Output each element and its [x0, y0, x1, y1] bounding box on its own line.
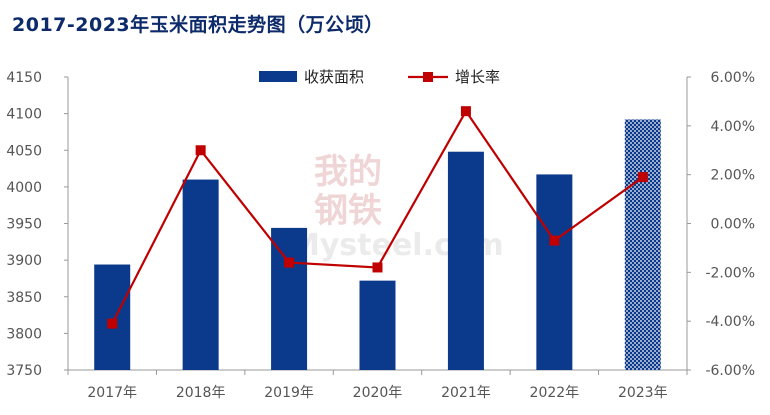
bar-series [94, 119, 661, 370]
bar [94, 264, 131, 370]
x-tick-label: 2021年 [441, 385, 491, 401]
growth-marker [284, 257, 295, 268]
y-left-tick-label: 3750 [6, 363, 42, 379]
bar [624, 119, 661, 370]
legend-swatch-marker [423, 72, 433, 82]
growth-marker [460, 106, 471, 117]
bar [536, 174, 573, 370]
y-right-tick-label: -2.00% [705, 265, 755, 281]
legend-label: 增长率 [455, 68, 500, 86]
x-tick-label: 2020年 [353, 385, 403, 401]
growth-marker [372, 262, 383, 273]
y-left-tick-label: 3900 [6, 253, 42, 269]
axes: 3750 3800 3850 3900 3950 4000 4050 4100 4150 -6.0… [6, 70, 755, 379]
x-tick-label: 2023年 [618, 385, 668, 401]
legend-label: 收获面积 [304, 68, 364, 86]
x-tick-label: 2019年 [264, 385, 314, 401]
y-right-tick-label: 6.00% [711, 70, 755, 86]
y-left-tick-label: 4150 [6, 70, 42, 86]
bar [447, 151, 484, 370]
chart-title: 2017-2023年玉米面积走势图（万公顷） [12, 14, 384, 36]
y-right-tick-label: 4.00% [711, 119, 755, 135]
watermark-text: 钢铁 [314, 191, 382, 231]
y-left-tick-label: 3850 [6, 290, 42, 306]
x-tick-label: 2017年 [87, 385, 137, 401]
y-left-tick-label: 4100 [6, 107, 42, 123]
growth-marker [107, 318, 118, 329]
line-series [107, 106, 648, 329]
y-left-tick-label: 3800 [6, 326, 42, 342]
bar [182, 179, 219, 370]
x-tick-label: 2018年 [176, 385, 226, 401]
y-left-tick-label: 3950 [6, 217, 42, 233]
y-right-tick-label: 0.00% [711, 217, 755, 233]
y-left-tick-label: 4000 [6, 180, 42, 196]
y-left-tick-label: 4050 [6, 143, 42, 159]
watermark-text: 我的 [314, 152, 382, 192]
y-right-tick-label: -4.00% [705, 314, 755, 330]
bar [271, 227, 308, 370]
y-right-tick-label: 2.00% [711, 168, 755, 184]
growth-marker [549, 235, 560, 246]
growth-marker [637, 172, 648, 183]
x-tick-label: 2022年 [530, 385, 580, 401]
bar [359, 280, 396, 370]
x-tick-labels: 2017年 2018年 2019年 2020年 2021年 2022年 2023年 [87, 385, 667, 401]
growth-marker [195, 145, 206, 156]
legend-swatch-bar [259, 71, 297, 82]
y-right-tick-label: -6.00% [705, 363, 755, 379]
legend: 收获面积 增长率 [259, 68, 500, 86]
